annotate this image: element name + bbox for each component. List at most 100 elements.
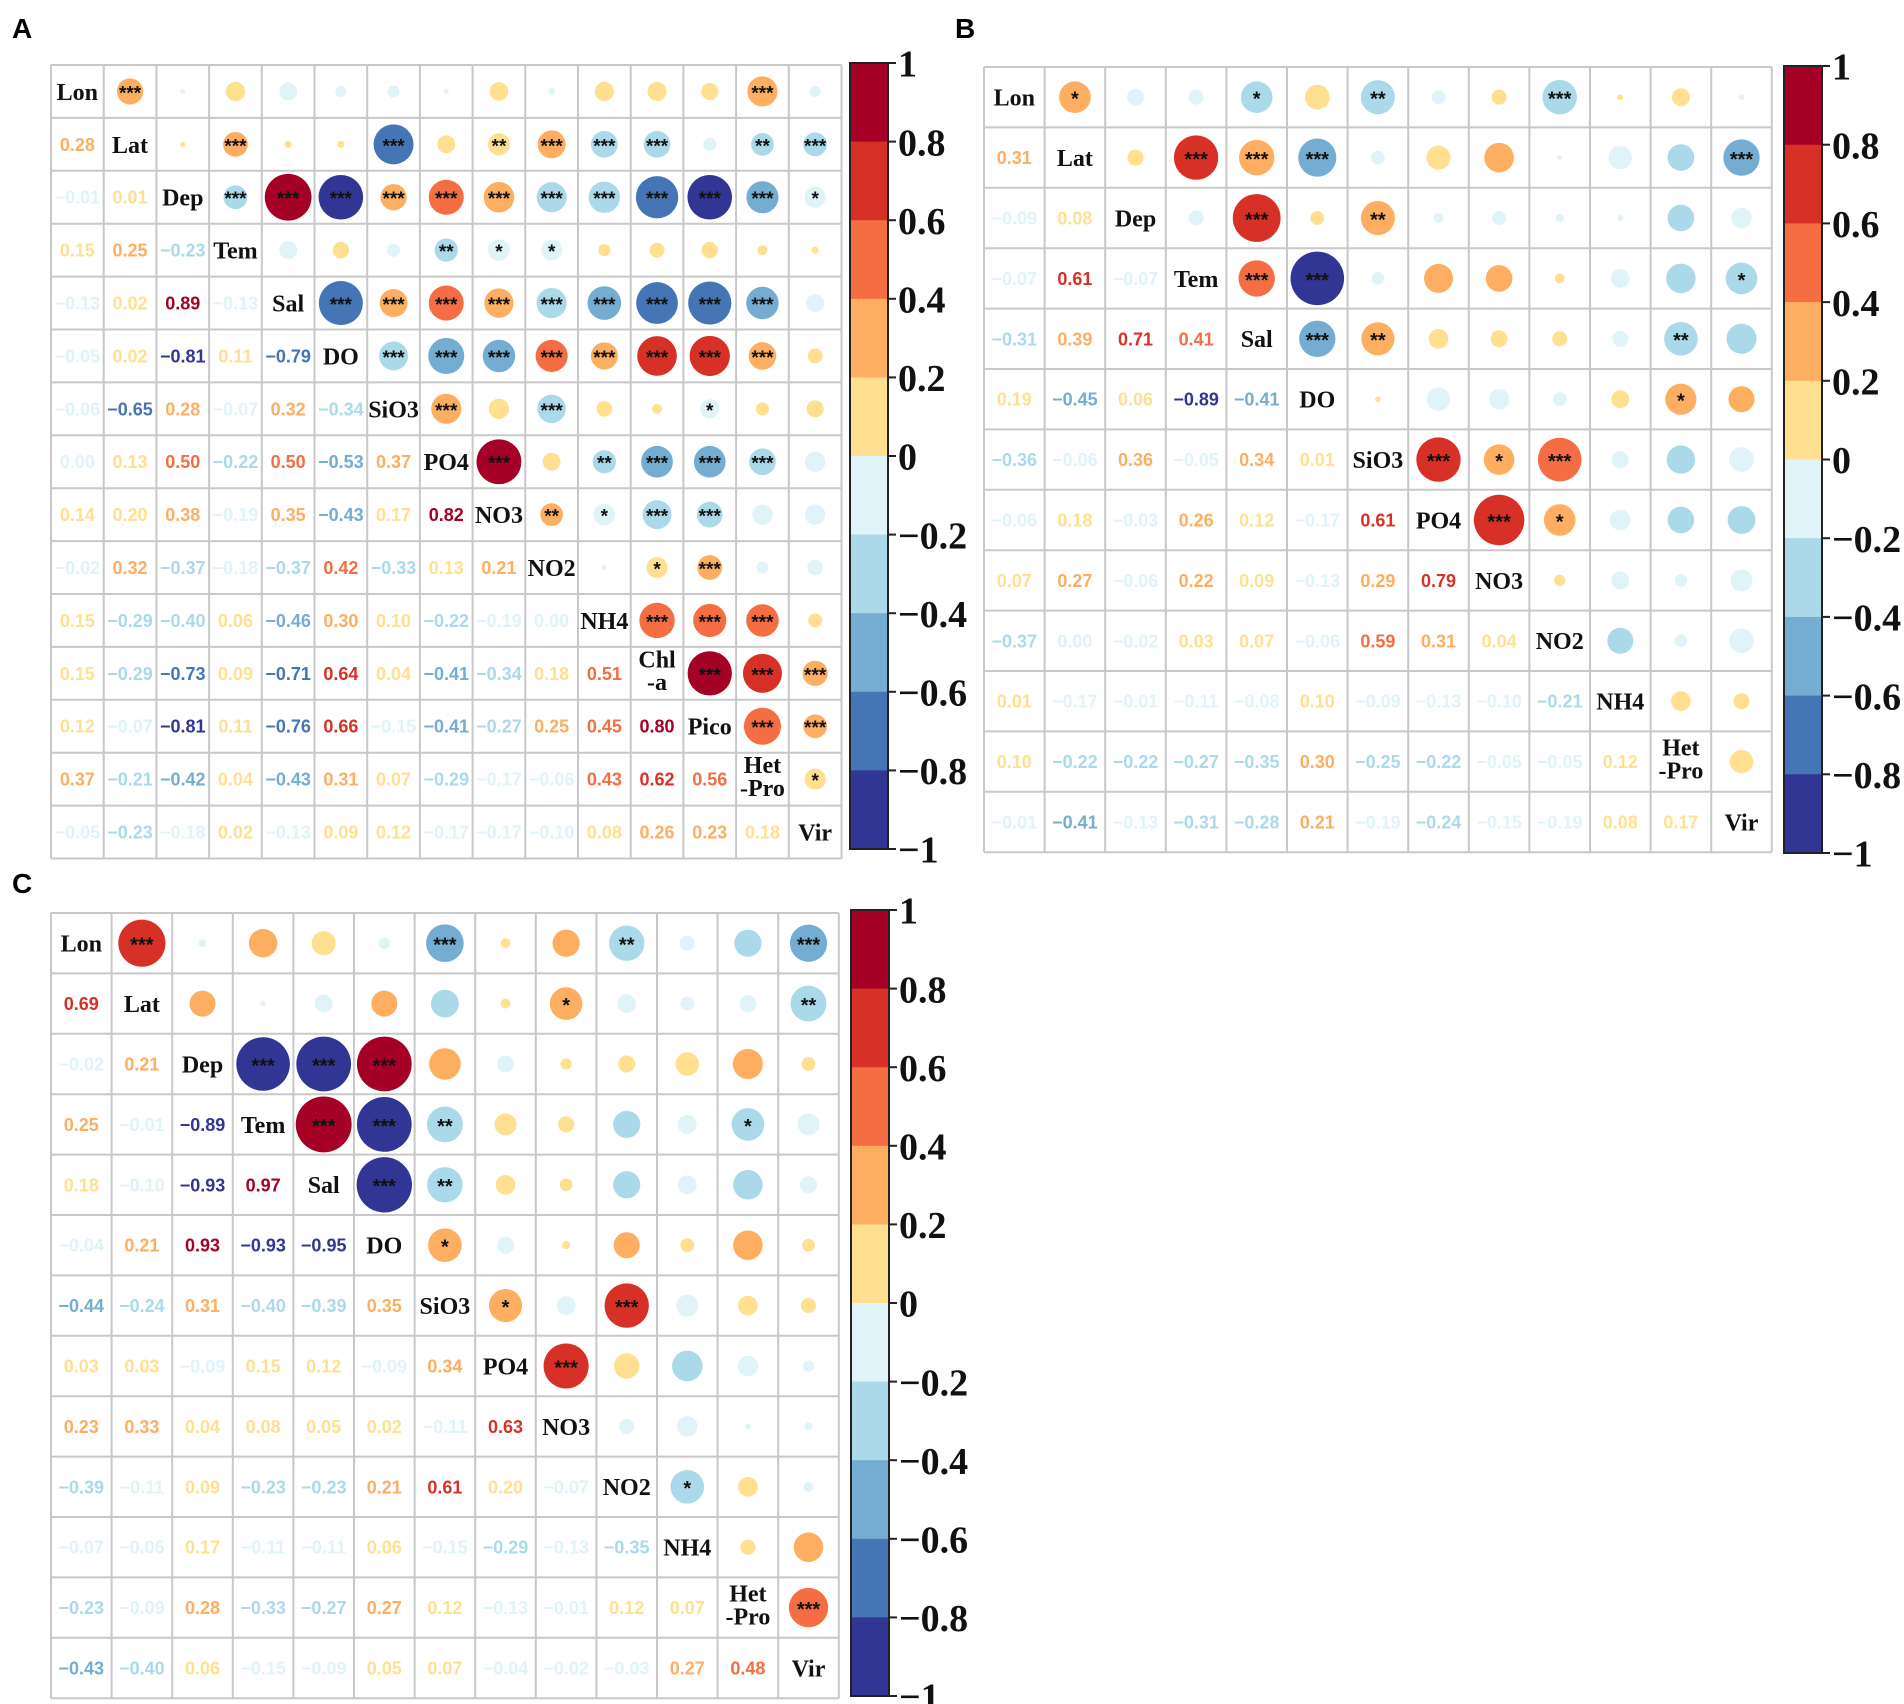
panel-A: A Lon Lat Dep Tem Sal DO SiO3 PO4 NO3 NO2 NH4 Chl -a P… — [12, 13, 967, 872]
correlation-circle — [641, 445, 673, 478]
variable-label-het-pro: Het -Pro — [725, 1582, 770, 1631]
panel-B: B Lon Lat Dep Tem Sal DO SiO3 PO4 NO3 NO2 NH4 Het -Pr… — [955, 13, 1901, 876]
coefficient-label: −0.05 — [1173, 450, 1219, 470]
coefficient-label: 0.17 — [376, 505, 411, 525]
colorbar-segment — [851, 1303, 889, 1383]
significance-stars: *** — [1184, 149, 1208, 171]
coefficient-label: −0.17 — [476, 770, 522, 790]
correlation-circle — [1617, 215, 1624, 221]
coefficient-label: 0.12 — [376, 823, 411, 843]
coefficient-label: −0.40 — [119, 1658, 165, 1678]
coefficient-label: −0.81 — [160, 717, 206, 737]
coefficient-label: −0.43 — [265, 770, 311, 790]
correlation-circle — [496, 1055, 515, 1073]
correlation-circle — [701, 82, 719, 101]
coefficient-label: −0.13 — [1113, 812, 1159, 832]
coefficient-label: 0.07 — [1239, 631, 1274, 651]
significance-stars: * — [441, 1237, 449, 1259]
correlation-circle — [1173, 135, 1219, 180]
colorbar-segment — [850, 770, 888, 850]
coefficient-label: −0.19 — [213, 505, 259, 525]
coefficient-label: −0.19 — [1355, 812, 1401, 832]
colorbar-segment — [850, 456, 888, 536]
coefficient-label: −0.09 — [119, 1598, 165, 1618]
coefficient-label: −0.73 — [160, 664, 206, 684]
correlation-circle — [801, 1057, 816, 1071]
coefficient-label: −0.19 — [476, 611, 522, 631]
correlation-circle — [743, 707, 781, 745]
variable-label-do: DO — [323, 344, 359, 370]
correlation-circle — [543, 1343, 589, 1389]
coefficient-label: 0.34 — [1239, 450, 1274, 470]
colorbar-B: 1 0.8 0.6 0.4 0.2 0 −0.2 −0.4 −0.6 −0.8 −1 — [1783, 47, 1901, 876]
colorbar-segment — [850, 141, 888, 221]
correlation-circle — [807, 559, 823, 576]
variable-label-sio3: SiO3 — [1353, 448, 1404, 474]
significance-stars: * — [706, 401, 714, 422]
correlation-circle — [1557, 155, 1563, 161]
coefficient-label: 0.56 — [692, 770, 727, 790]
coefficient-label: −0.09 — [180, 1356, 226, 1376]
correlation-circle — [427, 1167, 463, 1203]
coefficient-label: −0.13 — [55, 294, 101, 314]
coefficient-label: −0.22 — [423, 611, 469, 631]
colorbar-segment — [1784, 538, 1822, 618]
correlation-circle — [488, 1289, 523, 1323]
coefficient-label: −0.08 — [1234, 692, 1280, 712]
significance-stars: *** — [804, 718, 827, 739]
correlation-circle — [482, 339, 516, 373]
correlation-circle — [635, 176, 679, 219]
correlation-circle — [428, 337, 465, 374]
correlation-circle — [488, 398, 510, 420]
colorbar-segment — [1784, 695, 1822, 775]
correlation-circle — [803, 714, 828, 739]
correlation-circle — [738, 1476, 758, 1497]
variable-label-po4: PO4 — [1416, 508, 1461, 534]
coefficient-label: −0.43 — [318, 505, 364, 525]
coefficient-label: −0.39 — [59, 1477, 105, 1497]
coefficient-label: 0.11 — [218, 346, 252, 366]
correlation-circle — [1424, 263, 1453, 293]
coefficient-label: −0.06 — [1052, 450, 1098, 470]
coefficient-label: 0.01 — [997, 692, 1032, 712]
coefficient-label: 0.39 — [1057, 329, 1092, 349]
coefficient-label: 0.01 — [1300, 450, 1335, 470]
coefficient-label: 0.06 — [1118, 390, 1153, 410]
coefficient-label: −0.29 — [107, 664, 153, 684]
colorbar-tick-label: 0 — [899, 1284, 918, 1326]
coefficient-label: 0.12 — [609, 1598, 644, 1618]
coefficient-label: −0.11 — [120, 1477, 165, 1497]
correlation-circle — [1188, 210, 1204, 226]
correlation-circle — [745, 1423, 751, 1430]
coefficient-label: −0.18 — [213, 558, 259, 578]
significance-stars: * — [548, 242, 556, 263]
variable-label-do: DO — [366, 1234, 402, 1260]
coefficient-label: 0.21 — [481, 558, 516, 578]
coefficient-label: 0.07 — [670, 1598, 705, 1618]
correlation-circle — [428, 285, 464, 321]
significance-stars: *** — [312, 1116, 336, 1138]
correlation-circle — [536, 287, 567, 319]
colorbar-tick-label: −1 — [899, 1677, 940, 1704]
coefficient-label: −0.76 — [265, 717, 311, 737]
correlation-circle — [387, 85, 400, 98]
significance-stars: *** — [699, 612, 722, 633]
coefficient-label: −0.17 — [476, 823, 522, 843]
correlation-circle — [1738, 94, 1745, 101]
correlation-circle — [687, 174, 733, 220]
coefficient-label: −0.22 — [1113, 752, 1159, 772]
coefficient-label: −0.01 — [992, 812, 1038, 832]
coefficient-label: 0.13 — [429, 558, 464, 578]
correlation-circle — [734, 929, 762, 957]
correlation-circle — [807, 348, 823, 364]
correlation-circle — [1611, 451, 1629, 469]
correlation-circle — [356, 1036, 412, 1092]
correlation-circle — [693, 603, 727, 638]
coefficient-label: −0.40 — [160, 611, 206, 631]
colorbar-segment — [1784, 223, 1822, 303]
correlation-circle — [737, 1355, 759, 1377]
coefficient-label: −0.11 — [1174, 692, 1219, 712]
significance-stars: * — [744, 1116, 752, 1138]
correlation-circle — [701, 241, 718, 259]
significance-stars: *** — [488, 189, 511, 210]
